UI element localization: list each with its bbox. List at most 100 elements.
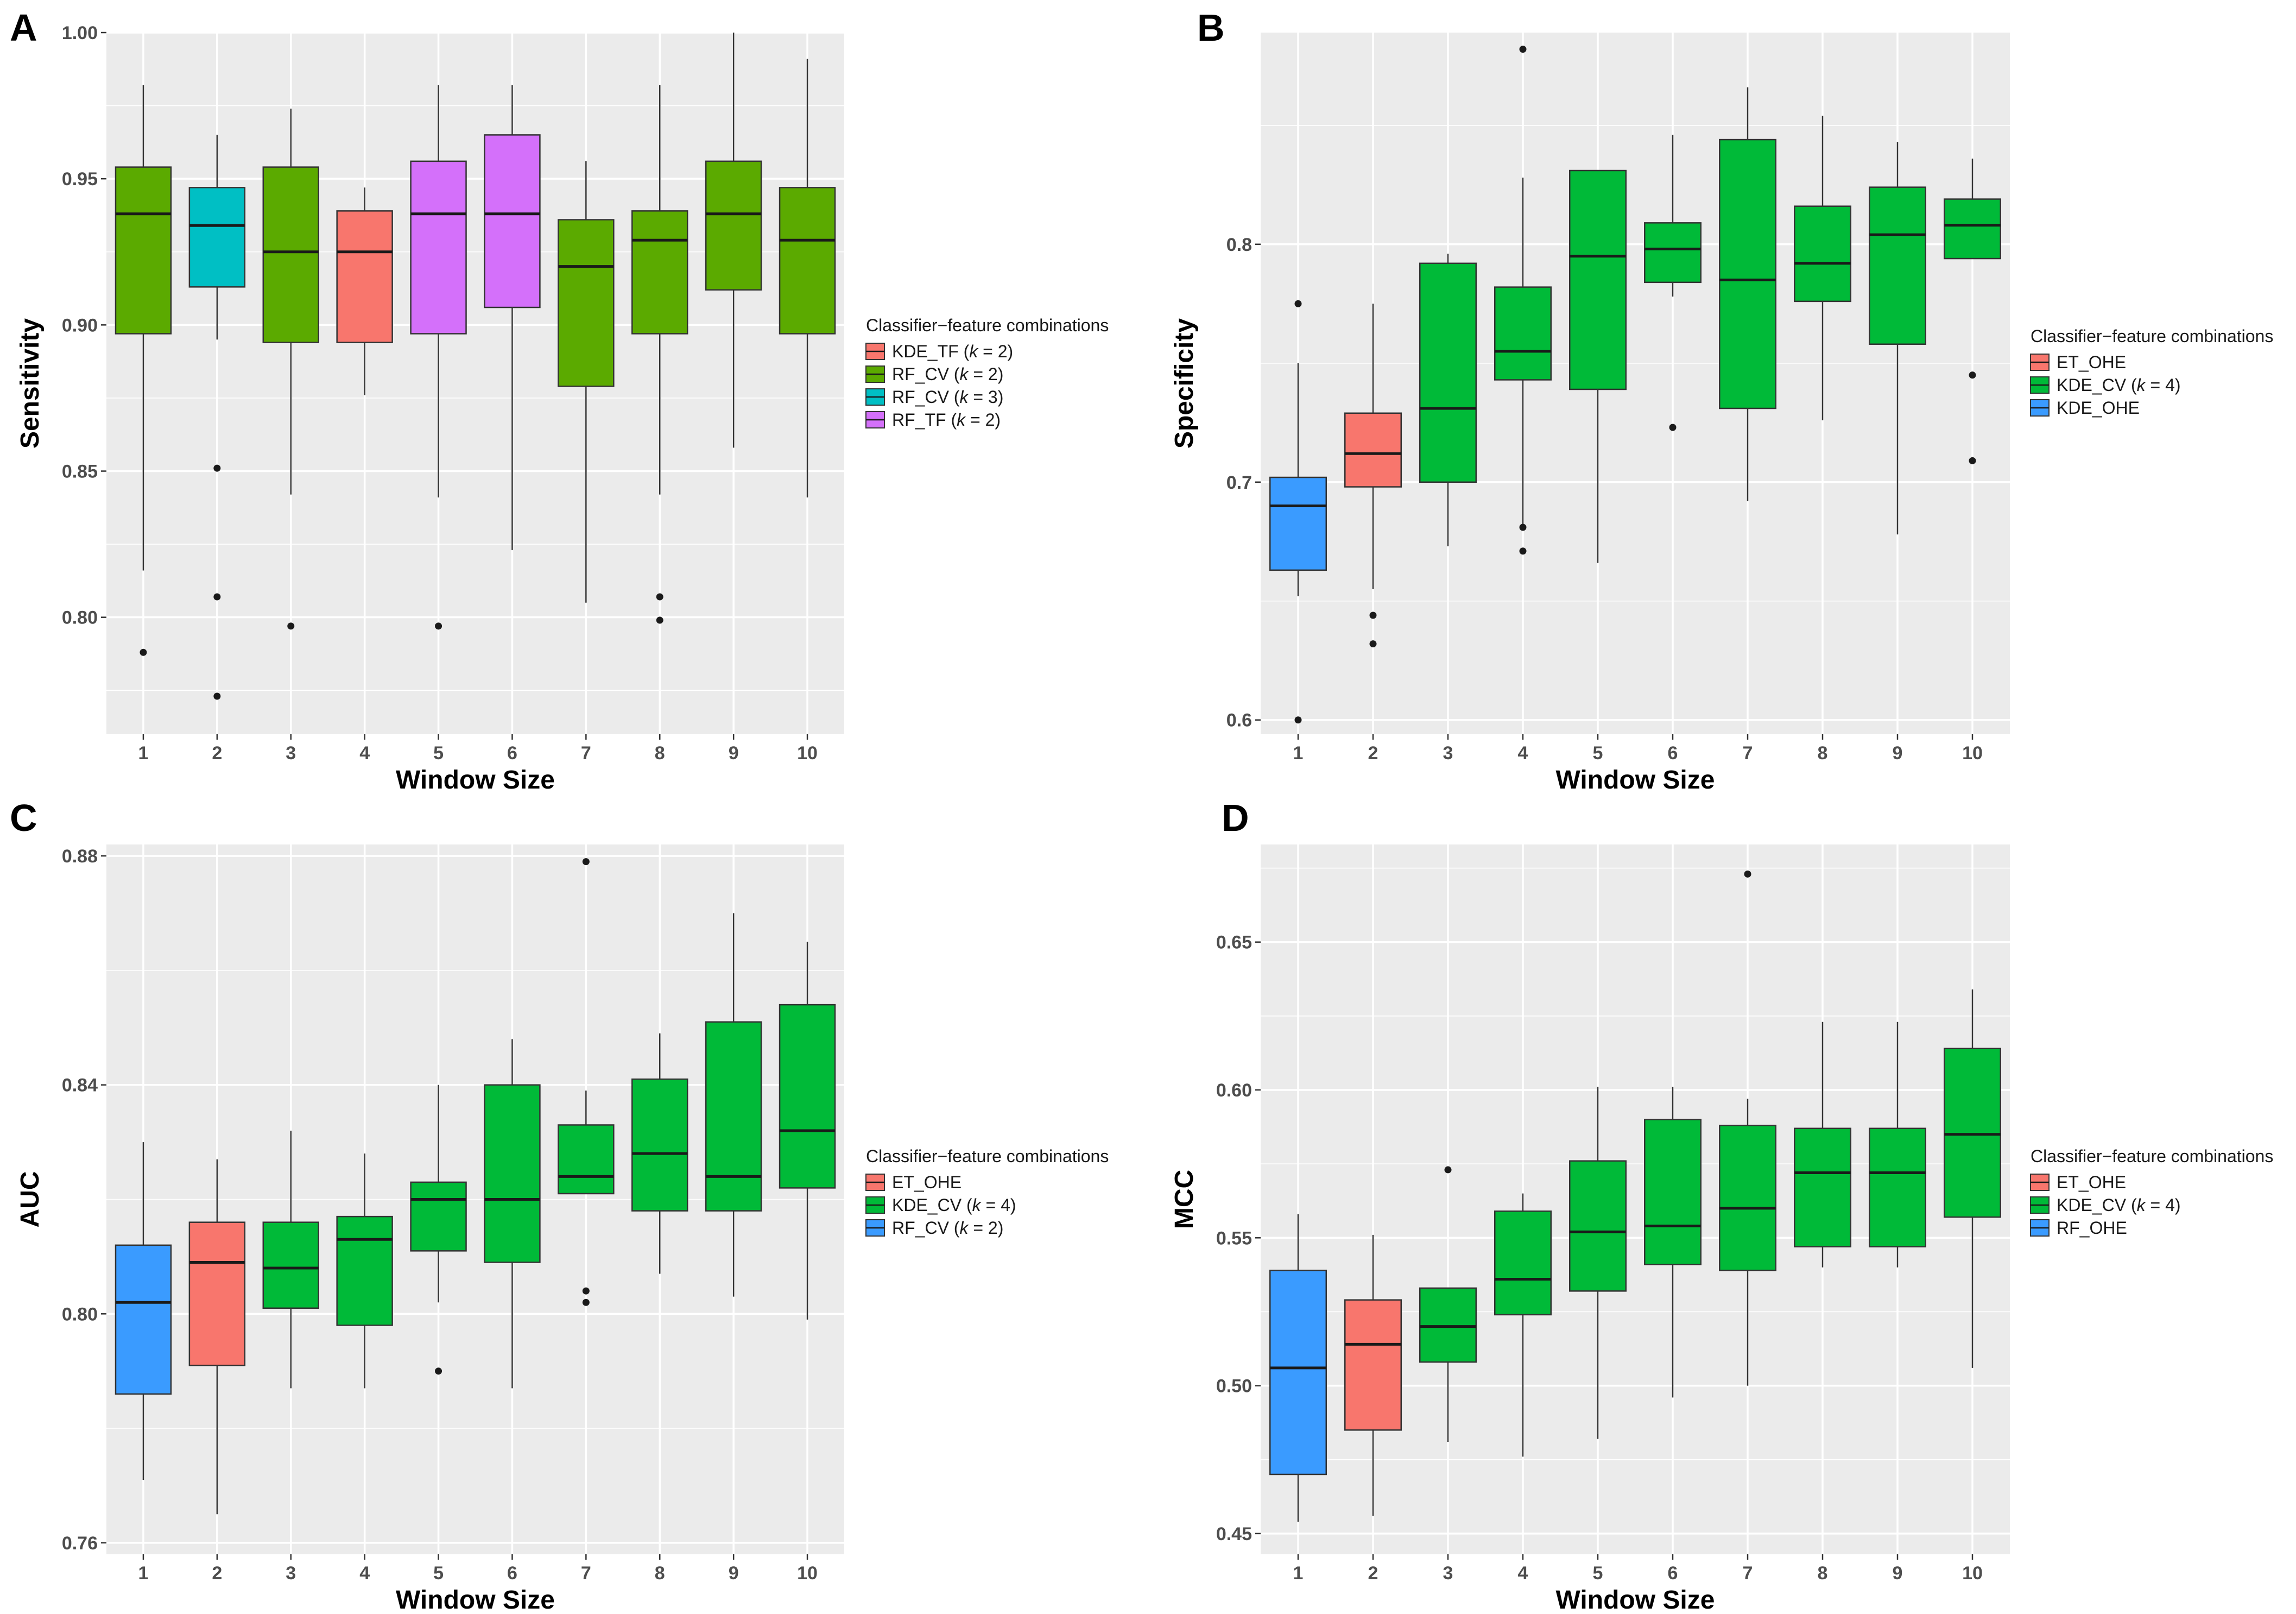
box-iqr <box>484 1084 541 1263</box>
legend-item: RF_OHE <box>2030 1218 2127 1238</box>
x-tick-label: 9 <box>729 743 739 764</box>
legend-label-suffix: = 4) <box>981 1195 1016 1215</box>
legend-item: KDE_CV (k = 4) <box>2030 1195 2181 1215</box>
box-iqr <box>188 1221 246 1366</box>
box-iqr <box>1569 1160 1627 1292</box>
box-iqr <box>1944 1048 2001 1218</box>
legend-label-suffix: = 2) <box>968 364 1003 384</box>
legend-label-suffix: = 2) <box>968 1218 1003 1238</box>
legend: Classifier−feature combinations ET_OHE KDE… <box>865 1146 1109 1238</box>
legend-label-text: ET_OHE <box>2057 352 2126 372</box>
legend-title: Classifier−feature combinations <box>2031 1146 2273 1166</box>
x-tick-label: 10 <box>1962 743 1983 764</box>
box-4 <box>1494 46 1552 555</box>
box-2 <box>188 1159 246 1515</box>
y-axis-title: Sensitivity <box>16 318 45 449</box>
box-iqr <box>1419 1287 1477 1363</box>
outlier-point <box>1369 640 1377 648</box>
x-tick-label: 2 <box>1368 743 1378 764</box>
box-iqr <box>484 134 541 308</box>
box-iqr <box>779 187 836 335</box>
outlier-point <box>435 1367 442 1375</box>
box-1 <box>115 1142 172 1480</box>
x-tick-label: 3 <box>286 1563 296 1584</box>
legend-label: RF_CV (k = 2) <box>892 1218 1003 1238</box>
y-tick-label: 0.90 <box>62 315 98 336</box>
legend-label-text: RF_TF ( <box>892 410 957 430</box>
legend-label: RF_TF (k = 2) <box>892 410 1001 430</box>
x-tick-label: 7 <box>581 743 591 764</box>
box-iqr <box>1569 169 1627 390</box>
legend-label-text: KDE_CV ( <box>892 1195 972 1215</box>
box-1 <box>1269 300 1327 724</box>
box-10 <box>1944 989 2001 1368</box>
legend-item: ET_OHE <box>2030 352 2126 372</box>
y-tick-label: 0.88 <box>62 846 98 867</box>
box-iqr <box>336 1215 393 1326</box>
box-2 <box>1344 1234 1402 1516</box>
x-tick-label: 1 <box>138 1563 148 1584</box>
box-iqr <box>1719 1125 1776 1271</box>
legend-item: RF_CV (k = 3) <box>865 387 1003 407</box>
box-9 <box>1869 1022 1926 1268</box>
x-tick-label: 1 <box>1293 1563 1304 1584</box>
legend-label-k: k <box>959 387 969 407</box>
x-tick-label: 3 <box>286 743 296 764</box>
box-iqr <box>705 1021 762 1212</box>
box-5 <box>410 1085 467 1375</box>
legend-item: ET_OHE <box>2030 1172 2126 1192</box>
legend-label-suffix: = 2) <box>978 342 1013 361</box>
legend-label: RF_CV (k = 3) <box>892 387 1003 407</box>
y-tick-label: 0.80 <box>62 608 98 628</box>
outlier-point <box>1519 524 1527 531</box>
y-tick-label: 0.65 <box>1216 932 1252 953</box>
legend-label: KDE_CV (k = 4) <box>2057 1195 2181 1215</box>
legend-label-k: k <box>957 410 966 430</box>
legend-title: Classifier−feature combinations <box>866 316 1109 335</box>
legend-label-text: KDE_CV ( <box>2057 1195 2137 1215</box>
box-iqr <box>558 1124 615 1195</box>
box-3 <box>262 108 319 630</box>
outlier-point <box>1744 870 1751 878</box>
x-tick-label: 9 <box>1893 743 1903 764</box>
box-iqr <box>1794 205 1851 302</box>
legend-item: KDE_CV (k = 4) <box>865 1195 1016 1215</box>
legend-label: RF_OHE <box>2057 1218 2127 1238</box>
box-8 <box>1794 1022 1851 1268</box>
box-8 <box>631 1033 688 1274</box>
box-iqr <box>262 166 319 343</box>
x-tick-label: 4 <box>1518 1563 1528 1584</box>
outlier-point <box>435 622 442 630</box>
box-iqr <box>1944 198 2001 260</box>
legend-label: ET_OHE <box>892 1172 962 1192</box>
panel-letter: C <box>10 797 37 839</box>
y-tick-label: 0.6 <box>1226 710 1252 731</box>
x-tick-label: 8 <box>1818 1563 1828 1584</box>
box-3 <box>262 1131 319 1389</box>
legend-label: KDE_CV (k = 4) <box>2057 375 2181 395</box>
box-8 <box>1794 116 1851 420</box>
outlier-point <box>213 593 221 601</box>
box-10 <box>779 942 836 1320</box>
box-1 <box>115 85 172 656</box>
outlier-point <box>1669 424 1677 431</box>
y-tick-label: 0.95 <box>62 169 98 190</box>
outlier-point <box>582 1287 590 1295</box>
box-iqr <box>336 210 393 343</box>
x-tick-label: 2 <box>1368 1563 1378 1584</box>
y-axis-title: AUC <box>16 1171 45 1228</box>
outlier-point <box>656 616 663 624</box>
legend-label-k: k <box>2137 375 2147 395</box>
box-iqr <box>631 210 688 335</box>
box-iqr <box>631 1078 688 1212</box>
y-tick-label: 0.85 <box>62 462 98 482</box>
box-iqr <box>262 1221 319 1309</box>
x-axis-title: Window Size <box>396 766 555 795</box>
outlier-point <box>213 692 221 700</box>
box-7 <box>1719 870 1776 1386</box>
legend-label-k: k <box>959 1218 969 1238</box>
x-tick-label: 2 <box>212 743 222 764</box>
y-tick-label: 1.00 <box>62 23 98 43</box>
outlier-point <box>287 622 295 630</box>
